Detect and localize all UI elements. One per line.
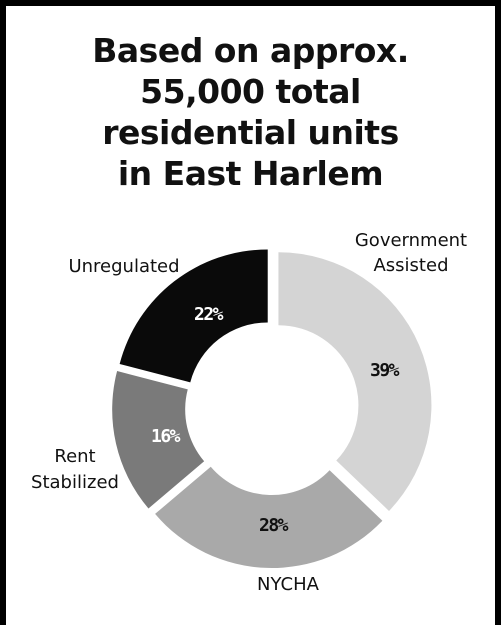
donut-slices: [112, 249, 432, 568]
title-line-2: 55,000 total: [140, 72, 361, 111]
slice-value-rent-stabilized: 16%: [151, 426, 181, 447]
title-line-3: residential units: [102, 113, 399, 152]
slice-label-nycha: NYCHA: [257, 574, 320, 595]
slice-value-unregulated: 22%: [194, 304, 224, 325]
donut-slice-3: [119, 249, 268, 383]
slice-label-rent-stabilized-line-1: Rent: [54, 446, 95, 467]
slice-value-nycha: 28%: [259, 515, 289, 536]
slice-label-government-assisted-line-2: Assisted: [373, 255, 448, 276]
chart-title: Based on approx. 55,000 total residentia…: [20, 30, 481, 194]
title-line-4: in East Harlem: [117, 154, 384, 193]
donut-slice-1: [155, 466, 383, 568]
donut-slice-2: [112, 371, 205, 509]
slice-label-government-assisted-line-1: Government: [355, 230, 467, 251]
slice-value-government-assisted: 39%: [370, 360, 400, 381]
title-line-1: Based on approx.: [92, 31, 409, 70]
slice-label-unregulated: Unregulated: [68, 256, 179, 277]
slice-label-rent-stabilized-line-2: Stabilized: [31, 472, 119, 493]
donut-slice-0: [278, 252, 432, 511]
